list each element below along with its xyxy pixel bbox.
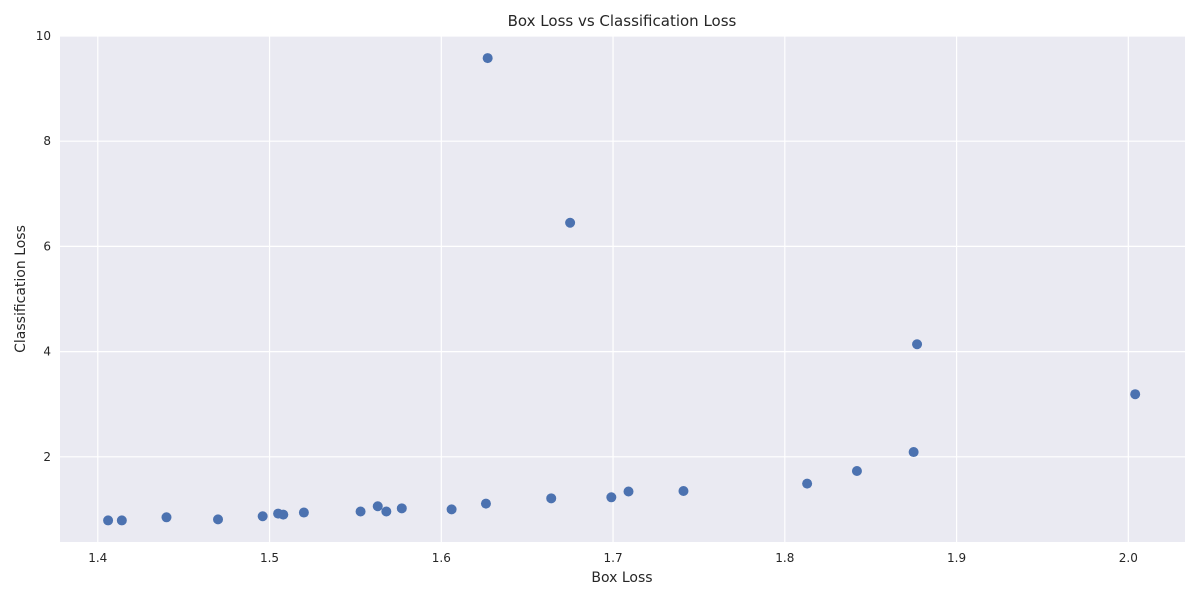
x-tick-label: 1.6 — [432, 551, 451, 565]
data-point — [802, 478, 813, 489]
y-tick-label: 10 — [36, 29, 51, 43]
y-tick-labels: 2 4 6 8 10 — [36, 29, 51, 464]
x-tick-label: 1.5 — [260, 551, 279, 565]
data-point — [298, 507, 309, 518]
plot-background — [60, 36, 1185, 542]
y-gridlines — [60, 35, 1185, 458]
y-tick-label: 2 — [43, 450, 51, 464]
data-point — [546, 493, 557, 504]
data-point — [372, 501, 383, 512]
data-point — [257, 511, 268, 522]
y-tick-label: 6 — [43, 239, 51, 253]
y-tick-label: 8 — [43, 134, 51, 148]
data-point — [381, 506, 392, 517]
data-point — [396, 503, 407, 514]
chart-title: Box Loss vs Classification Loss — [508, 12, 737, 30]
data-point — [116, 515, 127, 526]
data-point — [355, 506, 366, 517]
x-axis-label: Box Loss — [591, 570, 652, 586]
data-point — [606, 492, 617, 503]
x-tick-label: 1.8 — [775, 551, 794, 565]
data-point — [851, 465, 862, 476]
data-point — [678, 485, 689, 496]
y-axis-label: Classification Loss — [13, 225, 29, 353]
data-point — [623, 486, 634, 497]
x-tick-label: 1.9 — [947, 551, 966, 565]
data-point — [446, 504, 457, 515]
x-tick-labels: 1.4 1.5 1.6 1.7 1.8 1.9 2.0 — [88, 551, 1138, 565]
data-point — [278, 509, 289, 520]
data-point — [1130, 389, 1141, 400]
x-tick-label: 2.0 — [1119, 551, 1138, 565]
data-point — [161, 512, 172, 523]
x-gridlines — [97, 36, 1129, 542]
data-points — [103, 53, 1141, 526]
data-point — [912, 339, 923, 350]
y-tick-label: 4 — [43, 345, 51, 359]
data-point — [103, 515, 114, 526]
data-point — [908, 447, 919, 458]
x-tick-label: 1.4 — [88, 551, 107, 565]
data-point — [565, 217, 576, 228]
data-point — [213, 514, 224, 525]
data-point — [480, 498, 491, 509]
data-point — [482, 53, 493, 64]
x-tick-label: 1.7 — [604, 551, 623, 565]
